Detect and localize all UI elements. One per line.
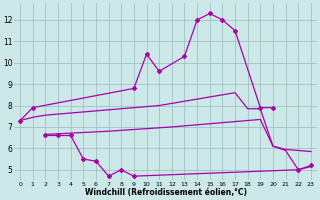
- X-axis label: Windchill (Refroidissement éolien,°C): Windchill (Refroidissement éolien,°C): [84, 188, 246, 197]
